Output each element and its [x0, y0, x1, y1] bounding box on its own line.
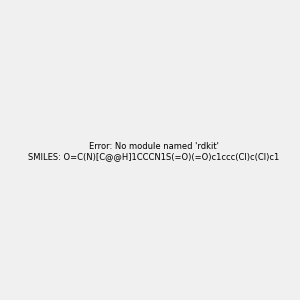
- Text: Error: No module named 'rdkit'
SMILES: O=C(N)[C@@H]1CCCN1S(=O)(=O)c1ccc(Cl)c(Cl): Error: No module named 'rdkit' SMILES: O…: [28, 142, 279, 161]
